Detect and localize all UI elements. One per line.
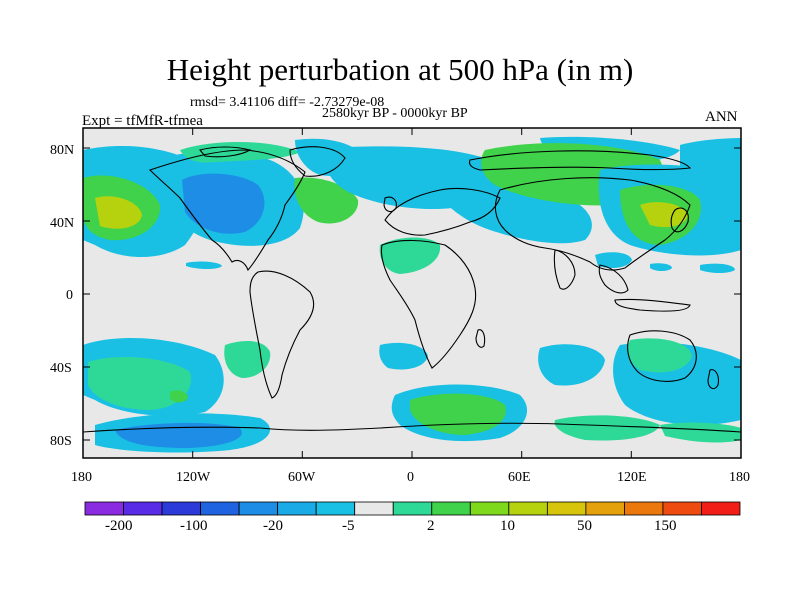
contour-sh-green-antarctica — [554, 415, 660, 441]
contour-sh-green-australia — [627, 338, 692, 373]
coastline-greenland — [289, 146, 346, 177]
colorbar-label: -100 — [180, 518, 208, 534]
contour-nh-yellow-pacific — [95, 196, 142, 229]
contour-fills — [83, 136, 741, 453]
stats-text: rmsd= 3.41106 diff= -2.73279e-08 — [190, 95, 385, 110]
contour-sh-green-east — [660, 422, 741, 443]
lat-label-40s: 40S — [50, 361, 72, 376]
contour-sh-green-chile — [224, 340, 271, 378]
lon-label-60w: 60W — [288, 470, 316, 485]
contour-sh-darkgreen-spot — [170, 390, 188, 403]
longitude-ticks — [82, 128, 742, 458]
colorbar-swatch — [508, 501, 548, 516]
coastline-new-zealand — [707, 369, 719, 390]
colorbar-swatch — [469, 501, 510, 516]
colorbar-swatch — [238, 501, 279, 516]
colorbar-label: 10 — [500, 518, 515, 534]
contour-sh-blue-antarctica — [115, 422, 242, 448]
coastline-southeast-asia — [598, 264, 629, 294]
contour-nh-cyan-west-pac — [186, 261, 222, 269]
experiment-label: Expt = tfMfR-tfmea — [82, 113, 203, 129]
contour-sh-green-south-pacific — [88, 357, 191, 410]
coastline-japan — [670, 207, 689, 233]
colorbar-swatch — [546, 501, 587, 516]
lat-label-80s: 80S — [50, 434, 72, 449]
contour-nh-green-africa — [379, 237, 441, 274]
colorbar — [84, 501, 741, 516]
colorbar-label: -200 — [105, 518, 133, 534]
coastline-australia — [627, 330, 697, 382]
lon-label-120e: 120E — [617, 470, 647, 485]
coastlines — [83, 146, 741, 433]
period-text: 2580kyr BP - 0000kyr BP — [322, 106, 468, 121]
contour-nh-yellow-north-pacific — [640, 202, 688, 228]
coastline-uk — [383, 196, 397, 213]
lon-label-180e: 180 — [729, 470, 750, 485]
colorbar-swatch — [84, 501, 124, 516]
plot-title: Height perturbation at 500 hPa (in m) — [166, 52, 634, 87]
contour-nh-green-arctic — [180, 141, 300, 163]
contour-sh-cyan-south-atlantic — [379, 342, 428, 370]
colorbar-label: -20 — [263, 518, 283, 534]
coastline-europe — [384, 187, 501, 236]
colorbar-label: -5 — [342, 518, 355, 534]
coastline-antarctica — [83, 422, 741, 433]
contour-nh-cyan-arctic-east — [680, 138, 741, 192]
lat-label-80n: 80N — [50, 143, 75, 158]
lon-label-180w: 180 — [71, 470, 92, 485]
lon-label-120w: 120W — [176, 470, 211, 485]
colorbar-label: 2 — [427, 518, 435, 534]
colorbar-swatch — [585, 501, 625, 516]
contour-sh-cyan-indian — [538, 344, 605, 386]
colorbar-label: 50 — [577, 518, 592, 534]
contour-nh-cyan-pacific-small — [650, 263, 672, 271]
colorbar-swatch — [200, 501, 240, 516]
coastline-south-america — [249, 270, 315, 399]
contour-nh-blue-america — [182, 173, 265, 234]
coastline-madagascar — [475, 329, 486, 348]
colorbar-swatch — [431, 501, 471, 516]
colorbar-swatch — [662, 501, 702, 516]
coastline-north-america — [148, 149, 306, 272]
contour-nh-cyan-india — [595, 252, 632, 268]
coastline-africa — [380, 239, 477, 369]
colorbar-swatch — [277, 501, 317, 516]
colorbar-swatch — [123, 501, 163, 516]
colorbar-swatch — [392, 501, 433, 516]
colorbar-swatch — [624, 501, 664, 516]
lat-label-40n: 40N — [50, 216, 75, 231]
colorbar-swatch — [161, 501, 201, 516]
coastline-asia — [494, 177, 691, 271]
coastline-siberia — [468, 150, 692, 171]
contour-nh-cyan-east — [700, 263, 735, 273]
lon-label-0: 0 — [407, 470, 414, 485]
lon-label-60e: 60E — [508, 470, 531, 485]
lat-label-eq: 0 — [66, 288, 73, 303]
coastline-arctic-islands — [199, 146, 252, 158]
colorbar-swatch — [315, 501, 356, 516]
contour-nh-green-atlantic — [294, 177, 359, 224]
colorbar-swatch — [354, 501, 394, 516]
coastline-indonesia — [614, 298, 691, 312]
season-label: ANN — [705, 109, 738, 125]
colorbar-label: 150 — [654, 518, 677, 534]
latitude-ticks — [83, 147, 741, 441]
coastline-india — [553, 249, 576, 290]
colorbar-swatch — [701, 501, 741, 516]
